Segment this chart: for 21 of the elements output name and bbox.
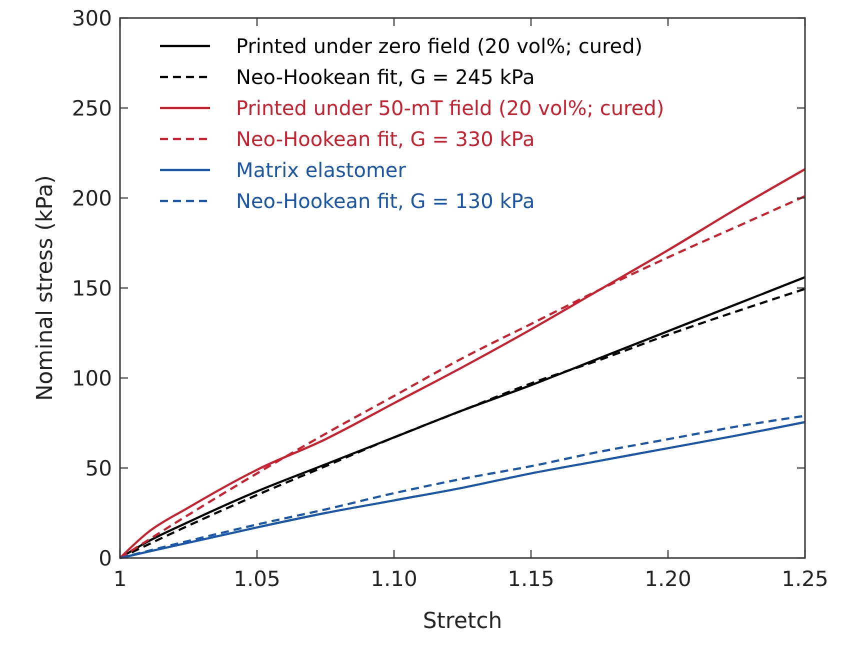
x-tick-label: 1.25 (782, 567, 828, 591)
y-tick-label: 50 (85, 456, 112, 480)
x-tick-label: 1.15 (508, 567, 554, 591)
x-tick-label: 1.05 (234, 567, 280, 591)
x-axis-title: Stretch (422, 609, 502, 634)
legend-label: Neo-Hookean fit, G = 130 kPa (236, 189, 535, 213)
legend-label: Neo-Hookean fit, G = 330 kPa (236, 127, 535, 151)
y-tick-label: 150 (72, 276, 112, 300)
x-tick-label: 1 (113, 567, 127, 591)
y-axis-title: Nominal stress (kPa) (33, 175, 58, 401)
y-tick-label: 0 (98, 546, 112, 570)
x-tick-label: 1.20 (644, 567, 692, 591)
x-tick-label: 1.10 (370, 567, 418, 591)
legend-label: Matrix elastomer (236, 158, 407, 182)
legend-label: Printed under zero field (20 vol%; cured) (236, 34, 643, 58)
legend-label: Neo-Hookean fit, G = 245 kPa (236, 65, 535, 89)
y-tick-label: 250 (72, 96, 112, 120)
y-tick-label: 100 (72, 366, 112, 390)
legend-label: Printed under 50-mT field (20 vol%; cured) (236, 96, 664, 120)
y-tick-label: 300 (72, 6, 112, 30)
y-tick-label: 200 (72, 186, 112, 210)
